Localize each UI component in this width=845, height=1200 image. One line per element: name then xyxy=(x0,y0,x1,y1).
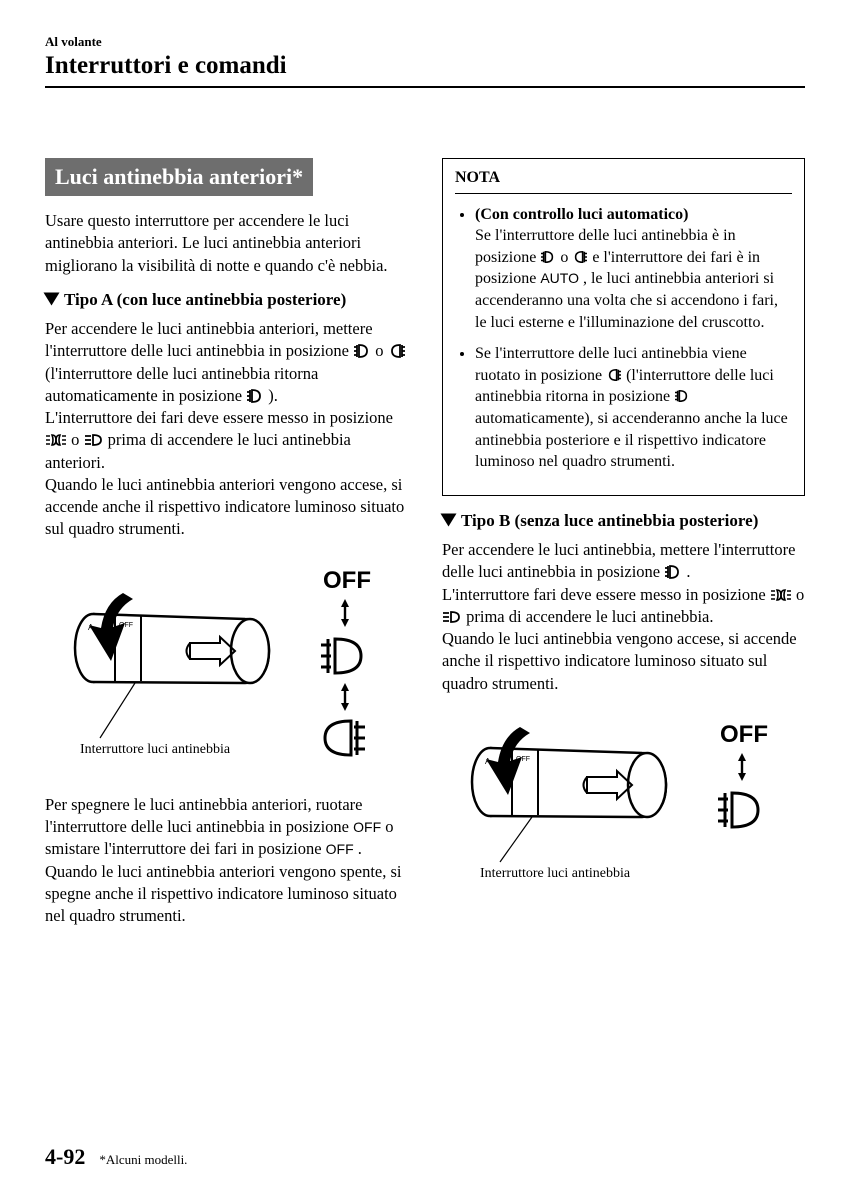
text-fragment: Quando le luci antinebbia anteriori veng… xyxy=(45,475,404,539)
text-fragment: prima di accendere le luci antinebbia. xyxy=(466,607,713,626)
content-columns: Luci antinebbia anteriori* Usare questo … xyxy=(45,158,805,937)
text-fragment: Per spegnere le luci antinebbia anterior… xyxy=(45,795,363,836)
figure-type-b: A OFF Interruttore luci antinebbia OFF xyxy=(442,707,805,892)
text-fragment: L'interruttore dei fari deve essere mess… xyxy=(45,408,393,427)
footer: 4-92 *Alcuni modelli. xyxy=(45,1144,187,1170)
topic-title-box: Luci antinebbia anteriori* xyxy=(45,158,313,196)
off-inline: OFF xyxy=(326,841,354,857)
text-fragment: Per accendere le luci antinebbia, metter… xyxy=(442,540,795,581)
text-fragment: L'interruttore fari deve essere messo in… xyxy=(442,585,770,604)
auto-label: AUTO xyxy=(540,270,579,286)
section-divider xyxy=(45,86,805,88)
nota-title: NOTA xyxy=(455,167,792,194)
figure-caption: Interruttore luci antinebbia xyxy=(80,742,231,757)
type-a-heading: Tipo A (con luce antinebbia posteriore) xyxy=(45,289,408,310)
rear-fog-icon xyxy=(325,721,365,755)
page-number: 4-92 xyxy=(45,1144,85,1170)
front-fog-icon xyxy=(540,250,556,264)
front-fog-icon xyxy=(321,639,361,673)
rear-fog-icon xyxy=(572,250,588,264)
figure-caption: Interruttore luci antinebbia xyxy=(480,866,631,881)
nota-box: NOTA (Con controllo luci automatico) Se … xyxy=(442,158,805,496)
front-fog-icon xyxy=(353,343,371,359)
rear-fog-icon xyxy=(606,368,622,382)
stalk-diagram-b: A OFF Interruttore luci antinebbia OFF xyxy=(442,707,782,887)
nota-item: (Con controllo luci automatico) Se l'int… xyxy=(475,204,792,334)
text-fragment: ). xyxy=(268,386,278,405)
right-column: NOTA (Con controllo luci automatico) Se … xyxy=(442,158,805,937)
figure-type-a: A OFF Interruttore luci antinebbia OFF xyxy=(45,553,408,778)
type-a-paragraph: Per accendere le luci antinebbia anterio… xyxy=(45,318,408,541)
front-fog-icon xyxy=(246,388,264,404)
text-fragment: o xyxy=(560,249,572,266)
text-fragment: o xyxy=(71,430,83,449)
text-fragment: Quando le luci antinebbia vengono accese… xyxy=(442,629,797,693)
text-fragment: . xyxy=(358,839,362,858)
text-fragment: o xyxy=(375,341,387,360)
front-fog-icon xyxy=(664,564,682,580)
stalk-diagram-a: A OFF Interruttore luci antinebbia OFF xyxy=(45,553,385,773)
off-label: OFF xyxy=(323,567,371,594)
nota-item: Se l'interruttore delle luci antinebbia … xyxy=(475,343,792,473)
text-fragment: . xyxy=(686,562,690,581)
rear-fog-icon xyxy=(388,343,406,359)
text-fragment: Quando le luci antinebbia anteriori veng… xyxy=(45,862,401,926)
page: Al volante Interruttori e comandi Luci a… xyxy=(0,0,845,1200)
type-b-heading: Tipo B (senza luce antinebbia posteriore… xyxy=(442,510,805,531)
headlight-icon xyxy=(442,610,462,624)
front-fog-icon xyxy=(718,793,758,827)
chapter-label: Al volante xyxy=(45,34,805,50)
off-label: OFF xyxy=(720,721,768,748)
parking-light-icon xyxy=(770,588,792,602)
type-b-heading-text: Tipo B (senza luce antinebbia posteriore… xyxy=(461,510,758,531)
type-a-heading-text: Tipo A (con luce antinebbia posteriore) xyxy=(64,289,346,310)
left-column: Luci antinebbia anteriori* Usare questo … xyxy=(45,158,408,937)
section-title: Interruttori e comandi xyxy=(45,52,805,80)
text-fragment: o xyxy=(796,585,804,604)
intro-paragraph: Usare questo interruttore per accendere … xyxy=(45,210,408,277)
front-fog-icon xyxy=(674,389,690,403)
updown-arrow-icon xyxy=(341,599,349,627)
footnote: *Alcuni modelli. xyxy=(99,1152,187,1168)
type-b-paragraph: Per accendere le luci antinebbia, metter… xyxy=(442,539,805,695)
text-strong: (Con controllo luci automatico) xyxy=(475,206,688,223)
text-fragment: Per accendere le luci antinebbia anterio… xyxy=(45,319,373,360)
headlight-icon xyxy=(84,433,104,447)
triangle-bullet-icon xyxy=(44,292,60,305)
parking-light-icon xyxy=(45,433,67,447)
updown-arrow-icon xyxy=(738,753,746,781)
text-fragment: automaticamente), si accenderanno anche … xyxy=(475,410,788,470)
triangle-bullet-icon xyxy=(441,513,457,526)
off-inline: OFF xyxy=(353,819,381,835)
nota-list: (Con controllo luci automatico) Se l'int… xyxy=(455,204,792,473)
updown-arrow-icon xyxy=(341,683,349,711)
type-a-paragraph-2: Per spegnere le luci antinebbia anterior… xyxy=(45,794,408,928)
